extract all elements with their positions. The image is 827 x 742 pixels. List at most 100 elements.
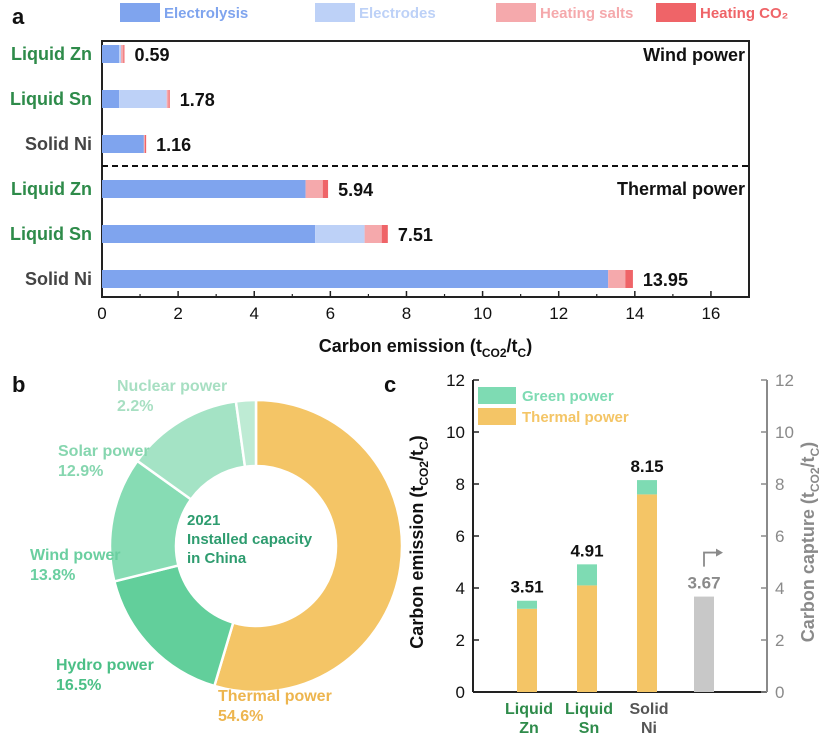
legend-label: Electrodes [359, 5, 436, 22]
x-axis-title-part: ) [526, 336, 532, 356]
group-label: Thermal power [617, 179, 745, 199]
y-axis-title-sub: CO2 [808, 467, 822, 492]
bar-segment-electrolysis [102, 270, 609, 288]
y-left-tick-label: 2 [456, 631, 465, 650]
y-right-tick-label: 2 [775, 631, 784, 650]
total-label: 13.95 [643, 270, 688, 290]
legend-swatch [478, 387, 516, 404]
y-axis-title-sub: C [808, 447, 822, 456]
legend-label: Heating CO₂ [700, 5, 788, 22]
x-tick-label: 16 [701, 304, 720, 323]
slice-percent: 13.8% [30, 567, 75, 584]
panel-c-bar-chart: 0 0 2 2 4 4 6 6 8 8 10 10 12 12 Green power Thermal pow… [407, 371, 822, 737]
legend-swatch [315, 3, 355, 22]
total-label: 1.16 [156, 135, 191, 155]
total-label: 5.94 [338, 180, 373, 200]
bar-segment-heating-salts [143, 135, 146, 153]
category-label: Solid [629, 701, 668, 718]
panel-b-donut-chart: Thermal power 54.6% Hydro power 16.5% Wind p… [30, 378, 404, 725]
category-label: Zn [519, 720, 539, 737]
category-label: Liquid Sn [10, 224, 92, 244]
y-right-tick-label: 8 [775, 475, 784, 494]
y-right-tick-label: 0 [775, 683, 784, 702]
bar-segment-electrolysis [102, 225, 316, 243]
bar-segment-heating-salts [305, 180, 323, 198]
bar-segment-thermal-power [577, 585, 597, 692]
y-axis-title-part: Carbon emission (t [407, 486, 427, 649]
bar-segment-heating-salts [121, 45, 124, 63]
bar-segment-electrodes [315, 225, 365, 243]
bar-segment-electrolysis [102, 135, 144, 153]
bar-segment-green-power [637, 480, 657, 495]
category-label: Solid Ni [25, 134, 92, 154]
donut-center-text: Installed capacity [187, 531, 313, 548]
slice-percent: 16.5% [56, 677, 101, 694]
total-label: 0.59 [134, 45, 169, 65]
group-label: Wind power [643, 45, 745, 65]
x-tick-label: 14 [625, 304, 644, 323]
x-tick-label: 10 [473, 304, 492, 323]
y-right-tick-label: 10 [775, 423, 794, 442]
x-axis-title: Carbon emission (tCO2/tC) [319, 336, 532, 360]
slice-label: Thermal power [218, 688, 332, 705]
donut-slice-thermal-power [212, 398, 404, 694]
panel-label-a: a [12, 4, 25, 29]
x-tick-label: 12 [549, 304, 568, 323]
bar-segment-heating-salts [166, 90, 169, 108]
x-tick-label: 8 [402, 304, 411, 323]
slice-percent: 54.6% [218, 708, 263, 725]
y-left-tick-label: 12 [446, 371, 465, 390]
bar-segment-electrolysis [102, 45, 120, 63]
x-tick-label: 2 [173, 304, 182, 323]
y-axis-title-part: /t [407, 450, 427, 461]
plot-frame [101, 40, 750, 298]
slice-label: Nuclear power [117, 378, 227, 395]
x-tick-label: 0 [97, 304, 106, 323]
legend-swatch [120, 3, 160, 22]
legend-swatch [496, 3, 536, 22]
x-axis-title-part: Carbon emission (t [319, 336, 482, 356]
x-tick-label: 6 [326, 304, 335, 323]
arrow-right-icon [703, 551, 718, 567]
panel-a-bar-chart: Electrolysis Electrodes Heating salts Heati… [10, 3, 788, 360]
y-axis-title-part: /t [798, 456, 818, 467]
y-right-tick-label: 12 [775, 371, 794, 390]
bar-segment-electrolysis [102, 90, 120, 108]
y-left-tick-label: 0 [456, 683, 465, 702]
bar-segment-heating-co- [625, 270, 633, 288]
slice-label: Hydro power [56, 657, 154, 674]
category-label: Liquid Zn [11, 44, 92, 64]
x-axis-title-part: /t [507, 336, 518, 356]
legend-swatch [656, 3, 696, 22]
y-left-tick-label: 4 [456, 579, 465, 598]
panel-label-c: c [384, 372, 396, 397]
donut-slice-nuclear-power [234, 398, 258, 469]
bar-segment-electrodes [119, 45, 122, 63]
bar-segment-thermal-power [517, 608, 537, 692]
panel-label-b: b [12, 372, 25, 397]
bar-segment-heating-co- [168, 90, 170, 108]
y-right-axis-title: Carbon capture (tCO2/tC) [798, 442, 822, 642]
legend-label: Thermal power [522, 409, 629, 426]
y-right-tick-label: 4 [775, 579, 784, 598]
category-label: Liquid [505, 701, 553, 718]
bar-segment-heating-salts [364, 225, 382, 243]
total-label: 1.78 [180, 90, 215, 110]
legend-label: Green power [522, 388, 614, 405]
total-label: 3.51 [510, 578, 543, 597]
bar-segment-thermal-power [637, 494, 657, 692]
donut-center-text: 2021 [187, 512, 220, 529]
bar-segment-heating-co- [381, 225, 388, 243]
y-axis-title-part: ) [407, 435, 427, 441]
bar-segment-green-power [517, 600, 537, 609]
total-label: 8.15 [630, 457, 663, 476]
y-left-tick-label: 6 [456, 527, 465, 546]
x-axis-title-sub: C [518, 346, 527, 360]
category-label: Liquid [565, 701, 613, 718]
bar-segment-electrodes [119, 90, 167, 108]
y-axis-title-sub: CO2 [417, 461, 431, 486]
category-label: Liquid Zn [11, 179, 92, 199]
legend-swatch [478, 408, 516, 425]
